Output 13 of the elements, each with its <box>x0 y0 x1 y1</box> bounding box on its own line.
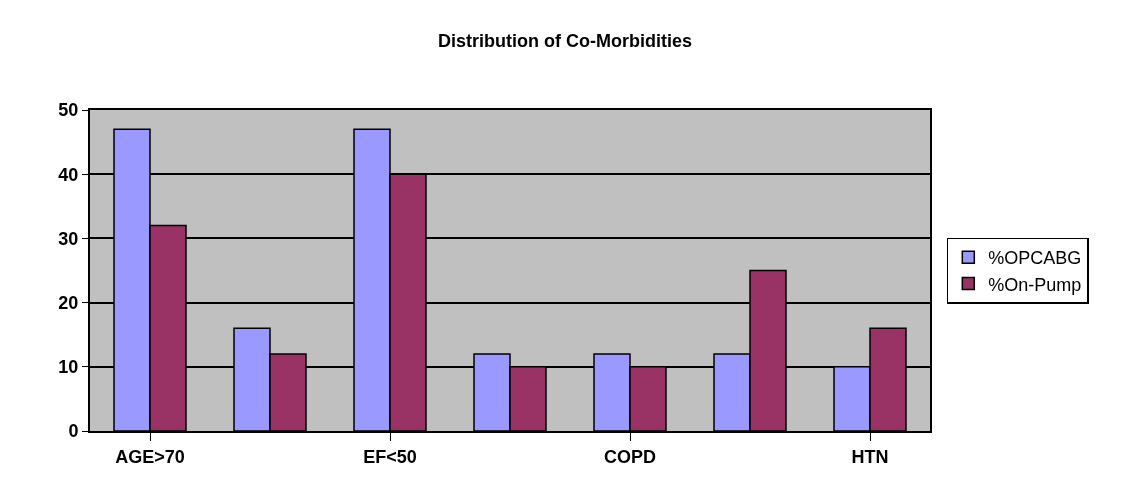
y-tick-label: 0 <box>68 421 79 442</box>
x-tick-label: HTN <box>851 446 889 467</box>
y-tick-label: 40 <box>58 164 79 185</box>
x-tick-label: COPD <box>603 446 657 467</box>
y-tick-label: 10 <box>58 357 79 378</box>
y-tick-label: 30 <box>58 228 79 249</box>
legend-label: %OPCABG <box>988 248 1082 269</box>
x-tick-label: EF<50 <box>363 446 417 467</box>
legend-label: %On-Pump <box>988 274 1082 295</box>
y-tick-label: 50 <box>58 100 79 121</box>
y-tick-label: 20 <box>58 292 79 313</box>
x-tick-label: AGE>70 <box>115 446 185 467</box>
chart-title: Distribution of Co-Morbidities <box>438 30 692 51</box>
